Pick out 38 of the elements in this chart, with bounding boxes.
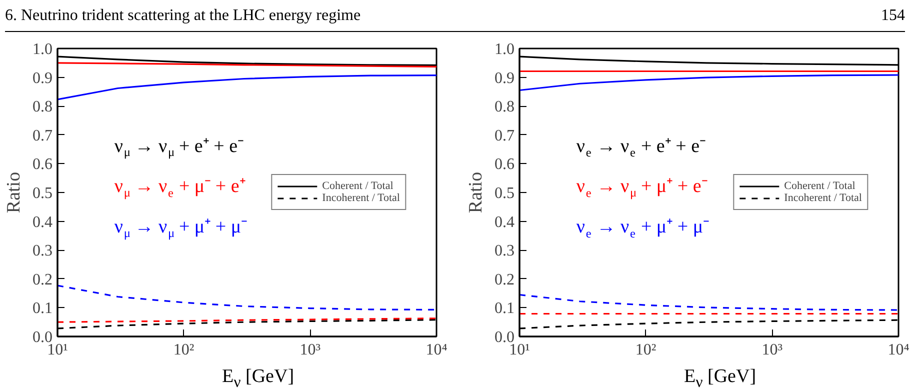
x-tick-label: 10¹	[47, 342, 68, 358]
x-tick-label: 10³	[300, 342, 321, 358]
y-axis-title: Ratio	[466, 172, 486, 214]
y-tick-label: 0.4	[32, 214, 52, 231]
y-tick-label: 0.5	[494, 185, 514, 202]
x-axis-title: E$_{ν}$ [GeV]	[220, 366, 296, 390]
y-tick-label: 0.3	[32, 242, 52, 260]
y-tick-label: 0.5	[32, 185, 52, 202]
y-axis-title: Ratio	[4, 172, 24, 214]
legend-label: Coherent / Total	[784, 180, 856, 192]
y-tick-label: 0.6	[32, 156, 52, 174]
y-tick-label: 0.2	[494, 271, 514, 288]
y-tick-label: 0.6	[494, 156, 514, 174]
y-tick-label: 0.9	[32, 70, 52, 87]
x-tick-label: 10³	[762, 342, 783, 358]
x-tick-label: 10⁴	[888, 342, 910, 358]
y-tick-label: 1.0	[32, 41, 52, 58]
y-tick-label: 0.2	[32, 271, 52, 288]
legend-label: Incoherent / Total	[322, 192, 400, 204]
y-tick-label: 0.3	[494, 242, 514, 260]
y-tick-label: 0.1	[494, 300, 514, 318]
x-tick-label: 10²	[173, 342, 194, 358]
x-tick-label: 10⁴	[426, 342, 448, 358]
x-axis-title: E$_{ν}$ [GeV]	[682, 366, 758, 390]
y-tick-label: 0.4	[494, 214, 514, 231]
y-tick-label: 0.9	[494, 70, 514, 87]
legend-label: Incoherent / Total	[784, 192, 862, 204]
y-tick-label: 0.7	[494, 127, 514, 144]
y-tick-label: 0.7	[32, 127, 52, 144]
x-tick-label: 10¹	[509, 342, 530, 358]
y-tick-label: 0.8	[494, 98, 514, 116]
legend-label: Coherent / Total	[322, 180, 394, 192]
y-tick-label: 1.0	[494, 41, 514, 58]
y-tick-label: 0.1	[32, 300, 52, 318]
y-tick-label: 0.8	[32, 98, 52, 116]
text: 154	[881, 6, 905, 26]
chart-title: 6. Neutrino trident scattering at the LHC energy regime	[5, 6, 361, 26]
x-tick-label: 10²	[635, 342, 656, 358]
